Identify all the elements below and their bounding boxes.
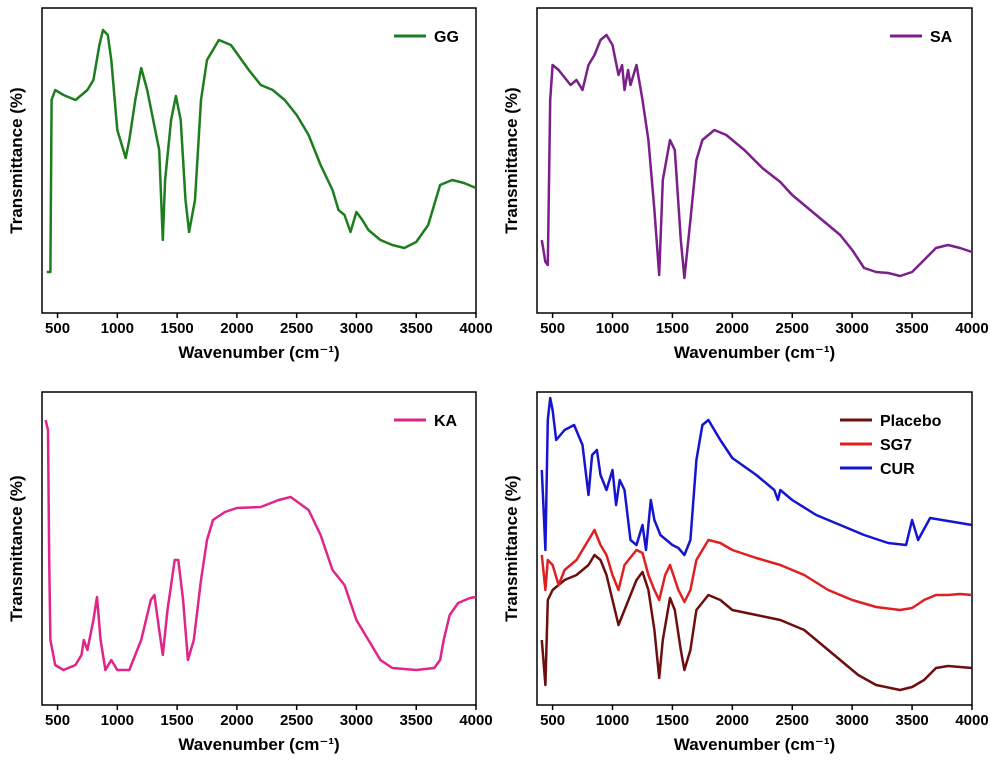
x-tick-label: 500 [45, 712, 70, 729]
x-tick-label: 4000 [955, 320, 988, 337]
x-tick-label: 1000 [101, 712, 134, 729]
spectrum-line [540, 553, 973, 692]
legend-label: Placebo [880, 413, 942, 430]
x-tick-label: 1500 [656, 712, 689, 729]
y-axis-title: Transmittance (%) [7, 87, 26, 233]
x-tick-label: 4000 [955, 712, 988, 729]
x-axis-title: Wavenumber (cm⁻¹) [674, 343, 835, 362]
x-tick-label: 1000 [101, 320, 134, 337]
legend-label: KA [434, 413, 458, 430]
x-tick-label: 2000 [716, 712, 749, 729]
x-tick-label: 3500 [400, 712, 433, 729]
x-tick-label: 2000 [716, 320, 749, 337]
legend-label: SG7 [880, 437, 912, 454]
x-axis-title: Wavenumber (cm⁻¹) [674, 735, 835, 754]
x-tick-label: 4000 [459, 320, 492, 337]
y-axis-title: Transmittance (%) [502, 475, 521, 621]
x-tick-label: 1500 [160, 712, 193, 729]
x-tick-label: 1000 [596, 712, 629, 729]
spectrum-line [540, 528, 973, 612]
x-tick-label: 2500 [280, 712, 313, 729]
x-tick-label: 2000 [220, 320, 253, 337]
spectrum-line [46, 28, 477, 274]
y-axis-title: Transmittance (%) [502, 87, 521, 233]
x-tick-label: 1500 [656, 320, 689, 337]
y-axis-title: Transmittance (%) [7, 475, 26, 621]
x-tick-label: 3000 [835, 320, 868, 337]
x-axis-title: Wavenumber (cm⁻¹) [178, 735, 339, 754]
spectrum-line [44, 419, 477, 672]
x-tick-label: 2500 [776, 712, 809, 729]
x-tick-label: 1000 [596, 320, 629, 337]
x-tick-label: 500 [540, 712, 565, 729]
spectrum-line [540, 33, 973, 280]
plot-frame [536, 7, 973, 314]
x-tick-label: 2000 [220, 712, 253, 729]
plot-frame [41, 7, 477, 314]
spectrum-line [540, 396, 973, 557]
legend-label: CUR [880, 461, 915, 478]
x-tick-label: 4000 [459, 712, 492, 729]
legend-label: SA [930, 29, 953, 46]
x-axis-title: Wavenumber (cm⁻¹) [178, 343, 339, 362]
legend-label: GG [434, 29, 459, 46]
x-tick-label: 500 [540, 320, 565, 337]
x-tick-label: 3500 [895, 712, 928, 729]
x-tick-label: 500 [45, 320, 70, 337]
x-tick-label: 2500 [776, 320, 809, 337]
x-tick-label: 3000 [340, 320, 373, 337]
plot-frame [536, 391, 973, 706]
plot-frame [41, 391, 477, 706]
x-tick-label: 3500 [400, 320, 433, 337]
x-tick-label: 3000 [835, 712, 868, 729]
x-tick-label: 2500 [280, 320, 313, 337]
x-tick-label: 3500 [895, 320, 928, 337]
x-tick-label: 1500 [160, 320, 193, 337]
x-tick-label: 3000 [340, 712, 373, 729]
